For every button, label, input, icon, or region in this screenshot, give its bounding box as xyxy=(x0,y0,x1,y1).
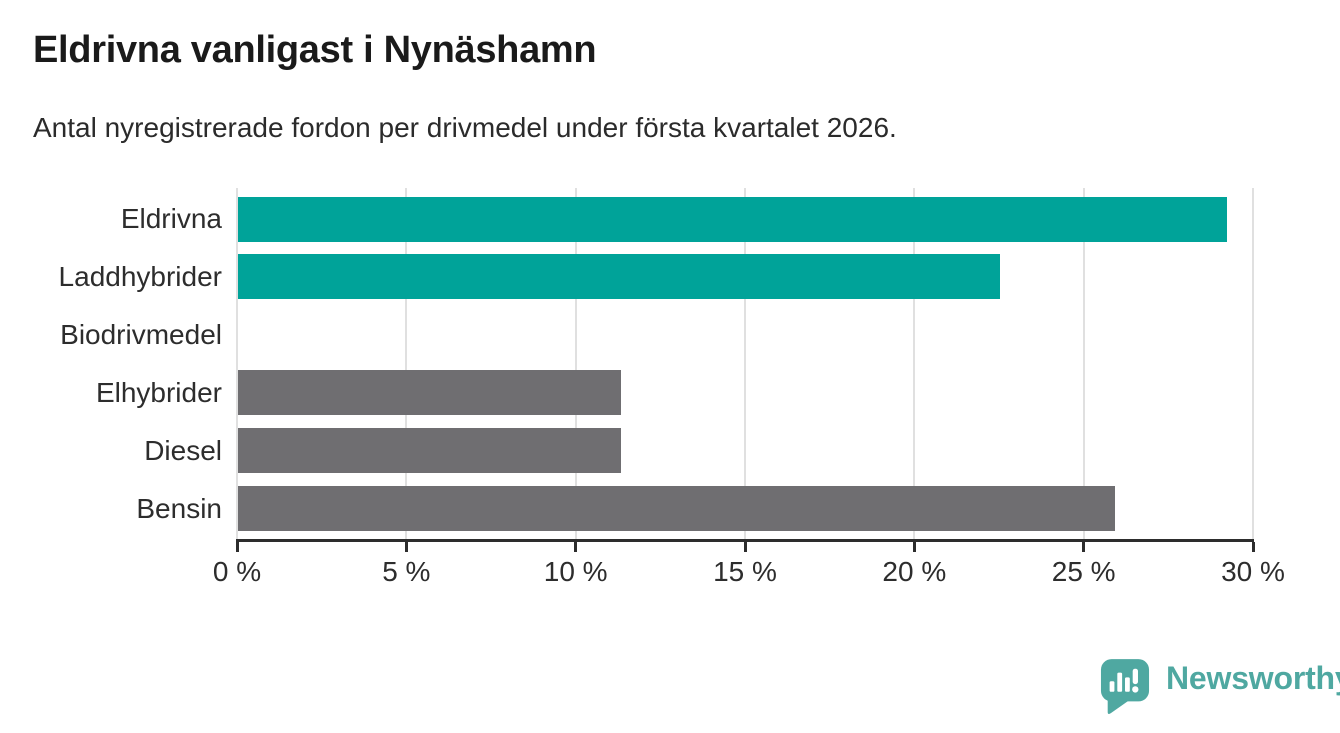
x-axis-line xyxy=(236,539,1254,542)
x-tick-label-15-percent: 15 % xyxy=(713,556,777,587)
gridline-30-percent xyxy=(1252,188,1254,540)
newsworthy-logo-text: Newsworthy xyxy=(1166,660,1340,696)
x-axis-tick-30 xyxy=(1251,542,1255,552)
x-tick-label-10-percent: 10 % xyxy=(543,556,608,587)
bar-bensin xyxy=(238,486,1116,531)
x-tick-label-5-percent: 5 % xyxy=(382,556,431,587)
bar-laddhybrider xyxy=(238,254,1000,300)
x-tick-label-20-percent: 20 % xyxy=(882,556,947,587)
x-axis-tick-10 xyxy=(574,542,578,552)
gridline-20-percent xyxy=(913,188,916,540)
bar-elhybrider xyxy=(238,370,621,416)
x-tick-label-0-percent: 0 % xyxy=(212,556,262,587)
newsworthy-logo: Newsworthy xyxy=(1100,658,1340,716)
newsworthy-logo-icon xyxy=(1100,659,1150,714)
x-axis-tick-0 xyxy=(235,542,239,552)
x-axis-tick-15 xyxy=(743,542,747,552)
gridline-5-percent xyxy=(405,188,408,540)
x-axis-tick-5 xyxy=(404,542,408,552)
gridline-15-percent xyxy=(744,188,746,540)
gridline-0-percent xyxy=(236,188,238,540)
category-label-elhybrider: Elhybrider xyxy=(95,376,222,408)
x-axis-tick-20 xyxy=(912,542,916,552)
category-label-eldrivna: Eldrivna xyxy=(120,203,222,234)
bar-eldrivna xyxy=(238,196,1227,242)
gridline-10-percent xyxy=(574,188,577,540)
category-label-laddhybrider: Laddhybrider xyxy=(58,260,222,292)
category-label-biodrivmedel: Biodrivmedel xyxy=(60,318,222,350)
x-tick-label-25-percent: 25 % xyxy=(1051,556,1116,587)
chart-subtitle: Antal nyregistrerade fordon per drivmede… xyxy=(33,112,897,143)
chart-title: Eldrivna vanligast i Nynäshamn xyxy=(33,29,597,71)
gridline-25-percent xyxy=(1082,188,1085,540)
bar-chart-plot-area xyxy=(235,188,1255,552)
category-label-bensin: Bensin xyxy=(136,492,222,524)
x-tick-label-30-percent: 30 % xyxy=(1221,556,1285,587)
bar-diesel xyxy=(238,428,621,474)
x-axis-tick-25 xyxy=(1082,542,1086,552)
category-label-diesel: Diesel xyxy=(144,434,222,466)
